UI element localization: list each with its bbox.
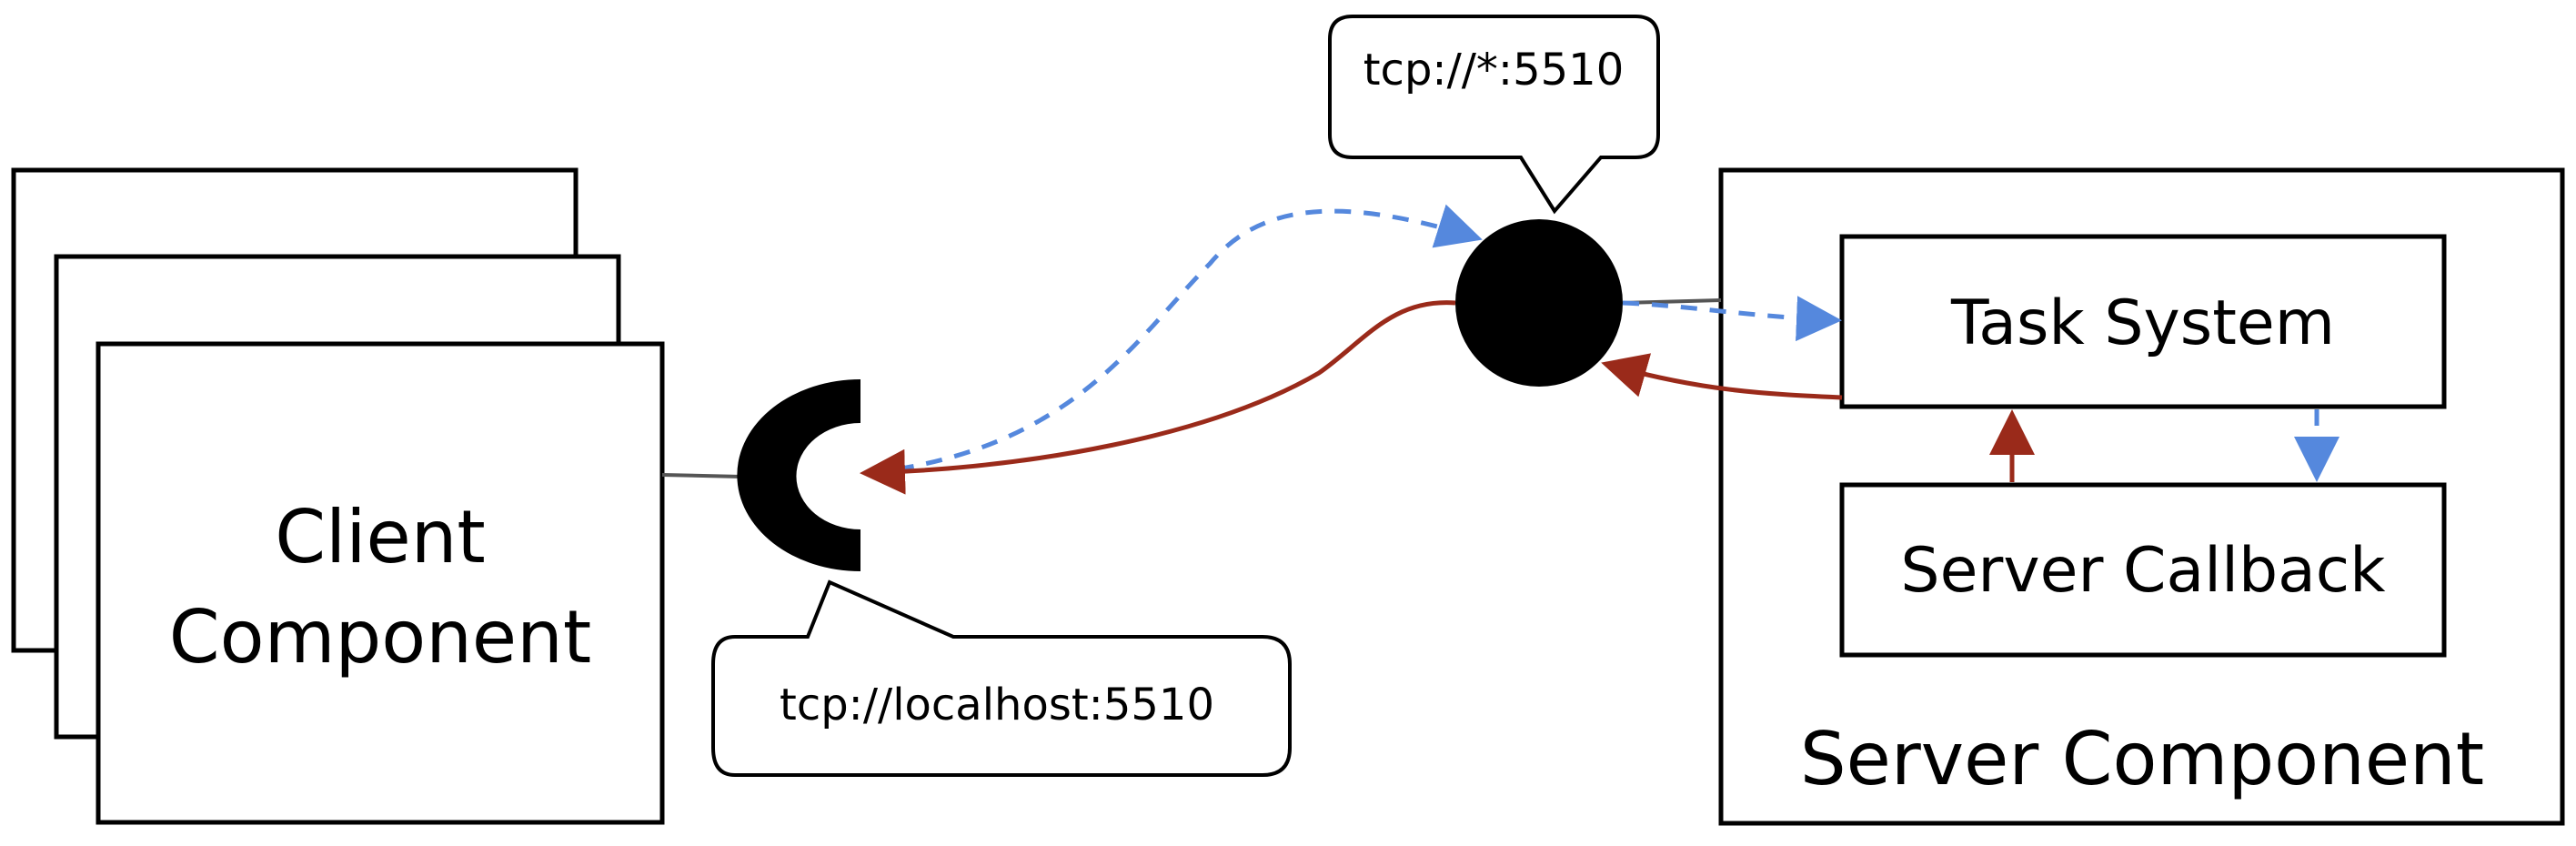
response-arrow-task-system-to-server-socket — [1601, 353, 1843, 400]
task-system-label: Task System — [1950, 287, 2335, 359]
client-socket-wire — [661, 473, 742, 478]
client-component-stack: Client Component — [11, 167, 665, 825]
client-component-label-line2: Component — [169, 595, 591, 680]
client-socket-icon — [737, 379, 860, 571]
response-arrow-server-socket-to-client — [860, 300, 1456, 495]
server-socket-address: tcp://*:5510 — [1363, 45, 1625, 96]
client-socket-callout: tcp://localhost:5510 — [711, 579, 1292, 777]
client-component-label-line1: Client — [275, 495, 486, 579]
task-system-box — [1839, 234, 2447, 409]
server-socket-callout: tcp://*:5510 — [1328, 15, 1660, 215]
request-arrow-client-to-server-socket — [868, 204, 1483, 476]
server-callback-label: Server Callback — [1900, 535, 2386, 607]
client-component-box-front — [96, 341, 665, 825]
server-socket-icon — [1455, 219, 1623, 387]
request-arrow-server-socket-to-task-system — [1622, 296, 1842, 342]
client-socket-address: tcp://localhost:5510 — [780, 680, 1214, 730]
server-component: Server Component Task System Server Call… — [1718, 167, 2565, 826]
server-component-label: Server Component — [1800, 717, 2484, 801]
server-callback-box — [1839, 482, 2447, 658]
